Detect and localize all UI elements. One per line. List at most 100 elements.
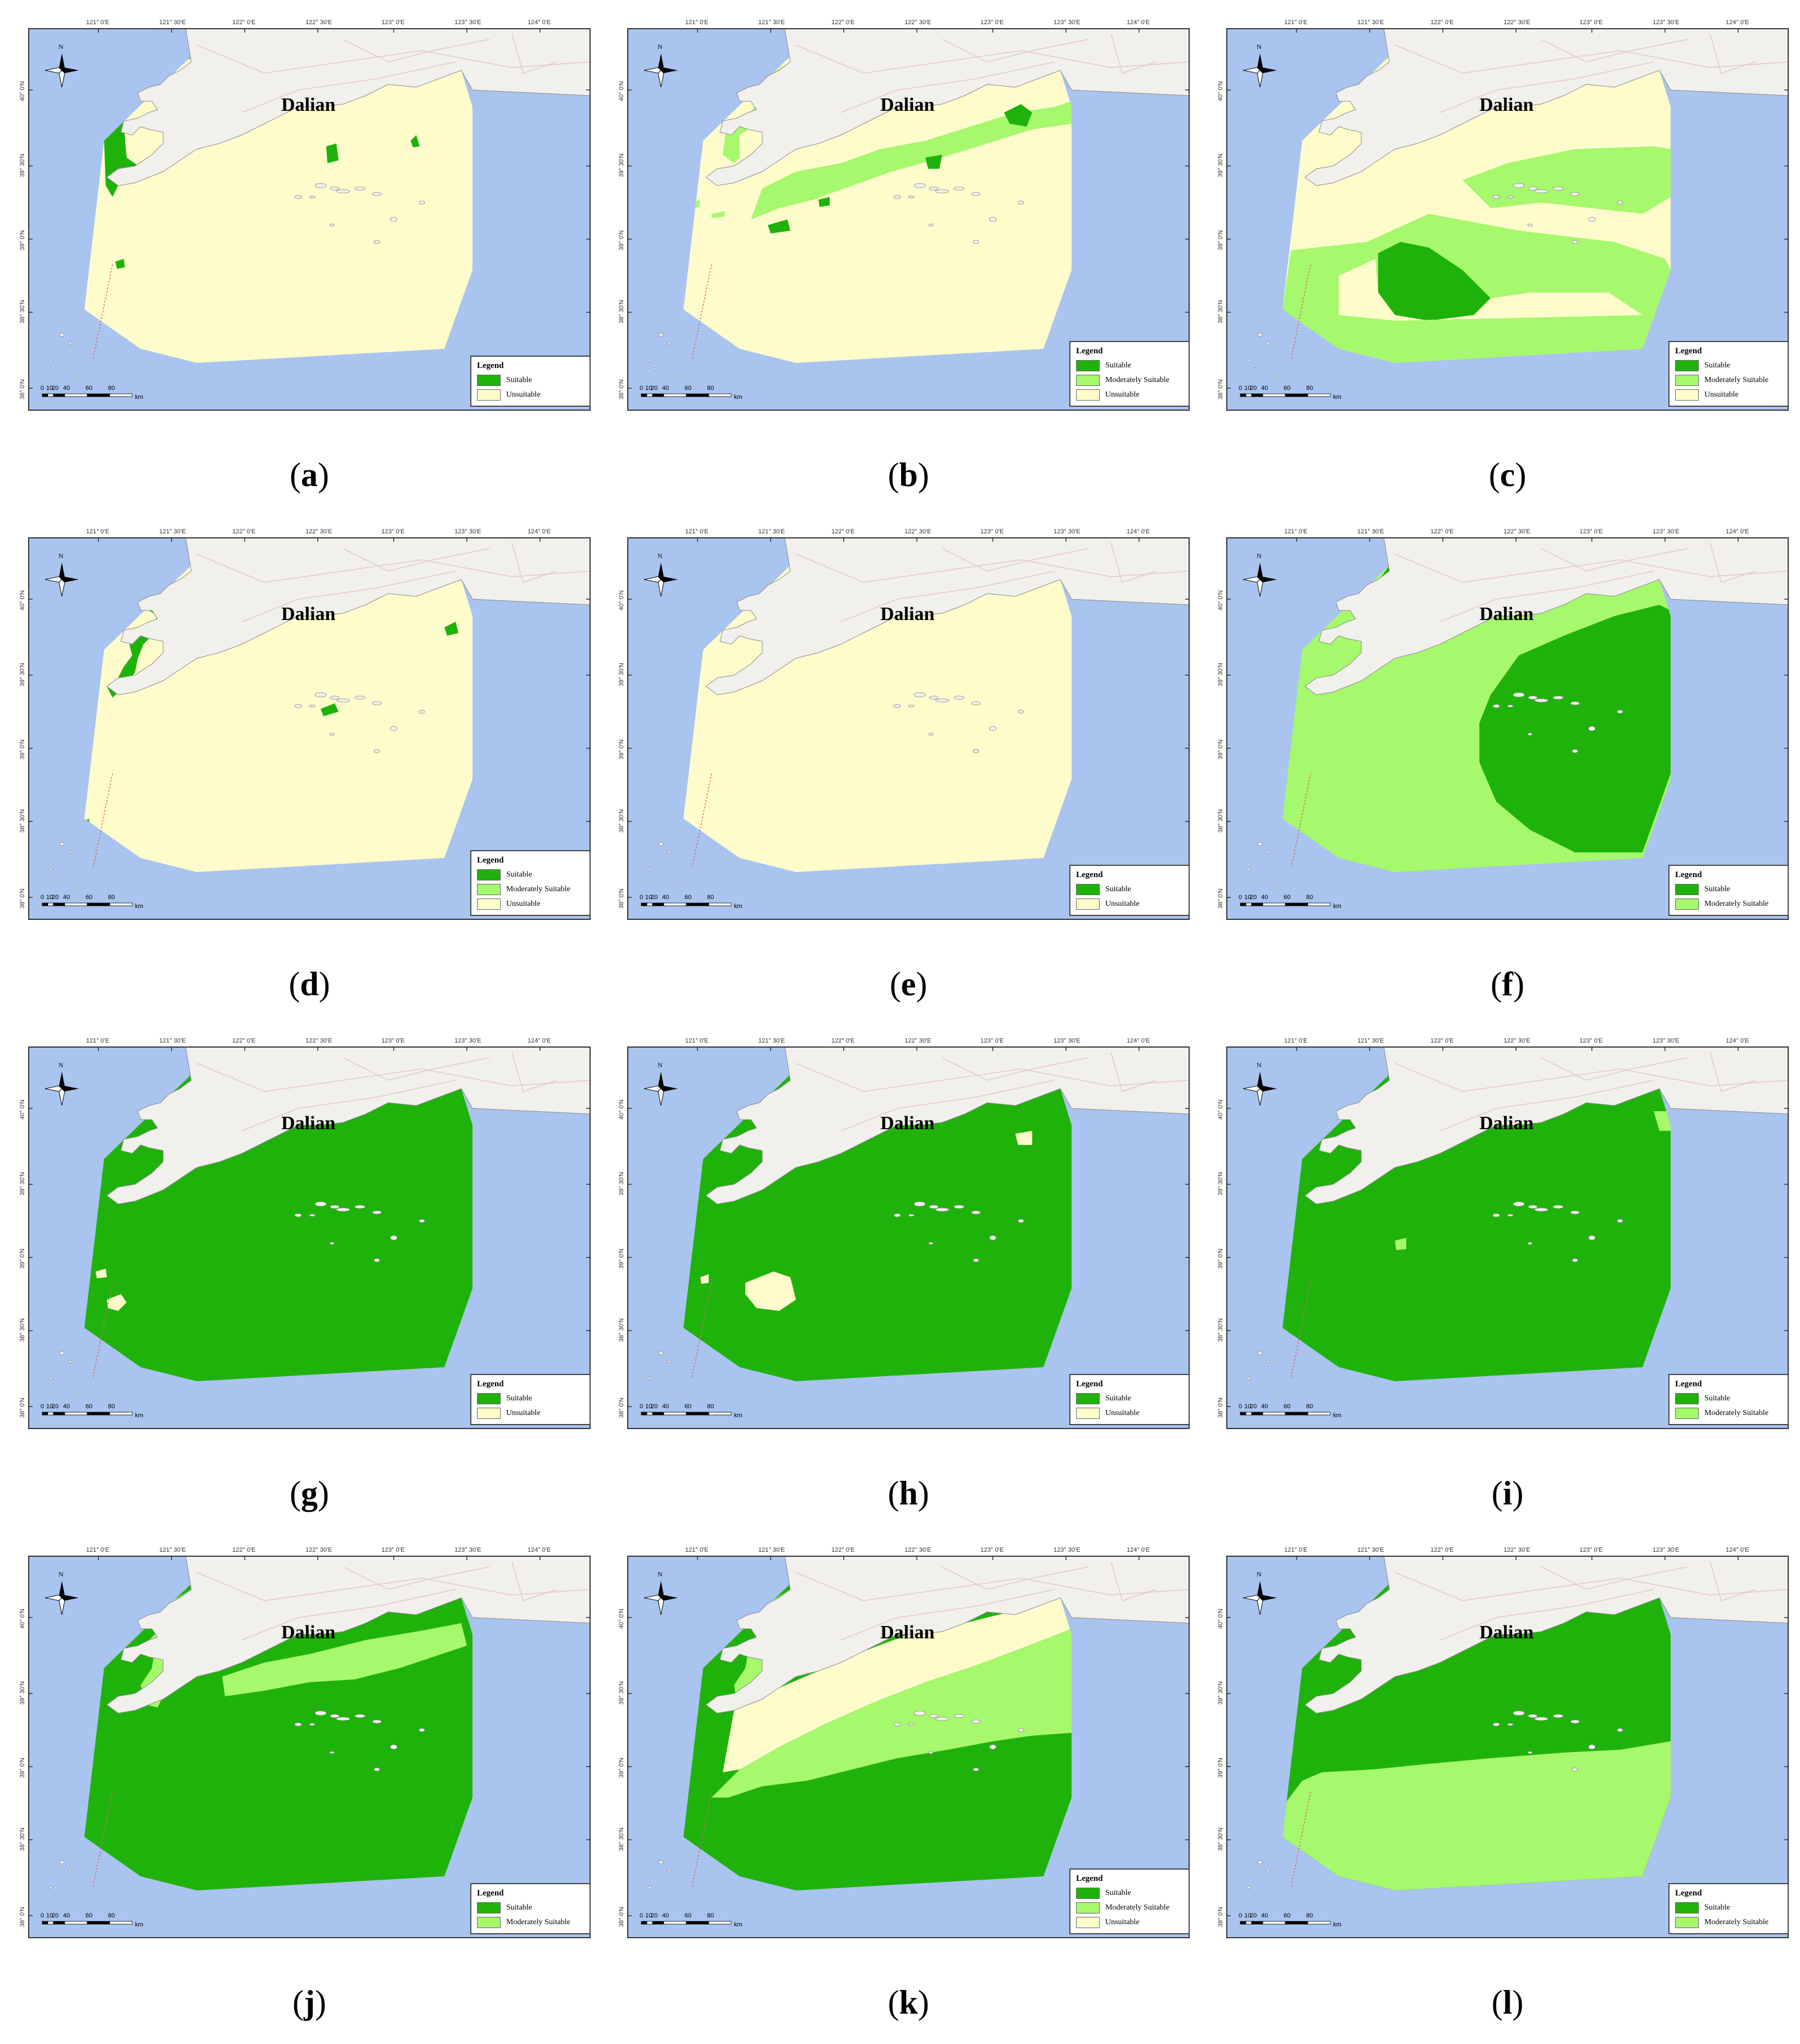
- scale-bar: [1240, 1412, 1331, 1416]
- scale-bar: [42, 1412, 133, 1416]
- latitude-label: 38° 0'N: [1217, 1907, 1224, 1927]
- longitude-label: 123° 30'E: [1054, 1547, 1081, 1553]
- longitude-label: 124° 0'E: [528, 1037, 551, 1044]
- scale-label: 20: [1250, 1403, 1257, 1410]
- legend-label: Moderately Suitable: [1704, 1918, 1768, 1926]
- scale-label: 20: [52, 1403, 59, 1410]
- zone-unsuitable: [1015, 1131, 1032, 1145]
- island: [1528, 695, 1538, 700]
- latitude-label: 38° 0'N: [19, 379, 26, 399]
- legend-title: Legend: [1076, 1380, 1103, 1389]
- road-line: [1394, 554, 1789, 583]
- north-label: N: [58, 552, 64, 560]
- road-line: [942, 548, 1089, 572]
- map-frame: [28, 537, 591, 920]
- land-area: [106, 28, 591, 186]
- scale-label: 60: [86, 894, 93, 901]
- legend-title: Legend: [477, 1380, 504, 1389]
- map-panel-b: N Dalian 121° 0'E 121° 30'E 122° 0'E 122° 30'…: [618, 19, 1190, 501]
- scale-label: 0: [40, 1403, 44, 1410]
- zone-moderately-suitable: [1654, 1111, 1671, 1131]
- boundary-line: [92, 1791, 113, 1888]
- island: [973, 240, 979, 244]
- map-panel-i: N Dalian 121° 0'E 121° 30'E 122° 0'E 122° 30'…: [1217, 1037, 1789, 1519]
- map-frame: [28, 1556, 591, 1938]
- legend-swatch: [1076, 1917, 1100, 1928]
- scale-label: 40: [662, 1403, 669, 1410]
- panel-caption: (b): [888, 456, 929, 493]
- latitude-label: 39° 30'N: [19, 663, 26, 686]
- zone-suitable: [326, 143, 339, 163]
- longitude-label: 122° 30'E: [305, 19, 332, 26]
- road-line: [1439, 61, 1654, 113]
- road-line: [1709, 1052, 1756, 1092]
- island: [929, 186, 939, 191]
- scale-label: 0: [640, 894, 644, 901]
- map-canvas: N: [627, 1046, 1190, 1429]
- island: [390, 217, 398, 222]
- zone-suitable: [925, 155, 942, 169]
- island: [1492, 704, 1500, 708]
- islet: [654, 876, 657, 879]
- islet: [676, 1903, 680, 1906]
- scale-label: 60: [685, 385, 692, 392]
- longitude-label: 121° 30'E: [758, 1037, 785, 1044]
- map-frame: [1226, 1046, 1789, 1429]
- scale-label: 80: [108, 1403, 115, 1410]
- islet: [59, 1351, 65, 1355]
- legend-swatch: [1076, 1408, 1100, 1419]
- island: [1534, 1207, 1549, 1212]
- legend-title: Legend: [477, 1889, 504, 1898]
- island: [971, 192, 981, 196]
- longitude-label: 121° 30'E: [159, 1037, 186, 1044]
- island: [914, 183, 926, 188]
- latitude-label: 39° 0'N: [19, 739, 26, 760]
- latitude-label: 39° 0'N: [19, 230, 26, 250]
- map-panel-d: N Dalian 121° 0'E 121° 30'E 122° 0'E 122° 30'…: [19, 528, 591, 1010]
- scale-bar: [641, 902, 732, 906]
- longitude-label: 122° 0'E: [1430, 1547, 1454, 1553]
- zone-unsuitable: [107, 1294, 127, 1311]
- road-line: [196, 1063, 591, 1092]
- scale-unit: km: [734, 903, 742, 910]
- north-arrow-icon: [1243, 1581, 1277, 1615]
- island: [953, 186, 965, 191]
- legend-label: Unsuitable: [1105, 900, 1140, 908]
- map-frame: [1226, 1556, 1789, 1938]
- road-line: [840, 1080, 1055, 1131]
- longitude-label: 122° 0'E: [831, 1547, 855, 1553]
- longitude-label: 121° 0'E: [86, 1037, 110, 1044]
- longitude-label: 124° 0'E: [528, 528, 551, 535]
- scale-label: 0: [40, 1912, 44, 1919]
- scale-label: 20: [651, 385, 658, 392]
- map-canvas: N: [1226, 1046, 1789, 1429]
- islet: [68, 1360, 73, 1363]
- map-canvas: N: [1226, 28, 1789, 411]
- scale-label: 60: [1284, 894, 1291, 901]
- island: [1572, 240, 1578, 244]
- map-panel-l: N Dalian 121° 0'E 121° 30'E 122° 0'E 122° 30'…: [1217, 1547, 1789, 2028]
- legend-label: Moderately Suitable: [1704, 1409, 1768, 1417]
- islet: [55, 876, 58, 879]
- island: [314, 692, 327, 698]
- legend-label: Moderately Suitable: [1704, 900, 1768, 908]
- scale-label: 40: [662, 894, 669, 901]
- legend-label: Unsuitable: [1105, 390, 1140, 399]
- longitude-label: 124° 0'E: [1726, 528, 1749, 535]
- road-line: [511, 542, 557, 583]
- zone-unsuitable: [96, 1269, 107, 1278]
- legend-swatch: [1675, 1917, 1699, 1928]
- legend-item: Suitable: [477, 1391, 584, 1406]
- island: [390, 1235, 398, 1241]
- scale-label: 0: [640, 1912, 644, 1919]
- legend-swatch: [1076, 1393, 1100, 1404]
- road-line: [1709, 542, 1756, 583]
- panel-caption: (j): [292, 1984, 326, 2021]
- latitude-label: 38° 0'N: [618, 379, 625, 399]
- map-panel-k: N Dalian 121° 0'E 121° 30'E 122° 0'E 122° 30'…: [618, 1547, 1190, 2028]
- longitude-label: 124° 0'E: [1726, 1547, 1749, 1553]
- scale-label: 40: [63, 1912, 70, 1919]
- scale-label: 20: [1250, 894, 1257, 901]
- road-line: [795, 44, 1190, 74]
- city-label: Dalian: [880, 1622, 935, 1643]
